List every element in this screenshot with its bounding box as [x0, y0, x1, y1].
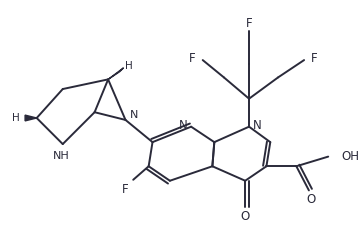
Text: OH: OH [342, 150, 360, 163]
Text: F: F [311, 52, 318, 65]
Text: F: F [189, 52, 196, 65]
Text: N: N [179, 119, 187, 132]
Text: H: H [126, 61, 133, 71]
Text: NH: NH [53, 151, 69, 161]
Text: O: O [240, 210, 250, 223]
Text: N: N [253, 119, 262, 132]
Text: F: F [122, 183, 129, 196]
Text: N: N [130, 110, 139, 120]
Polygon shape [25, 115, 37, 121]
Text: F: F [246, 17, 252, 30]
Polygon shape [108, 68, 123, 79]
Text: H: H [12, 113, 19, 123]
Text: O: O [306, 193, 315, 206]
